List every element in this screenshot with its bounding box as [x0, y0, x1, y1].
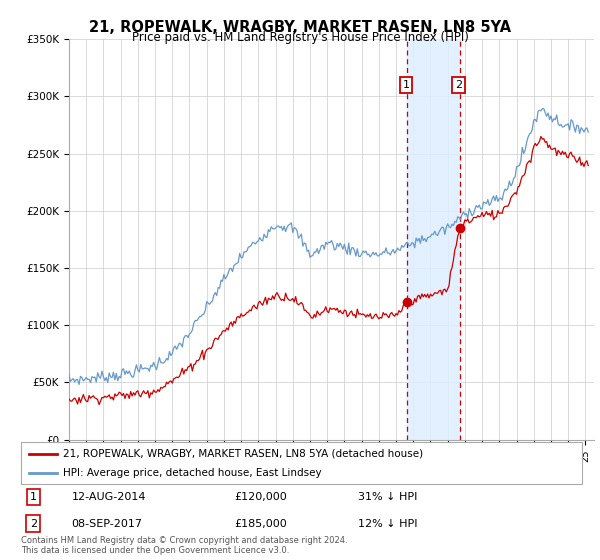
Text: £185,000: £185,000	[234, 519, 287, 529]
Text: Price paid vs. HM Land Registry's House Price Index (HPI): Price paid vs. HM Land Registry's House …	[131, 31, 469, 44]
Text: 31% ↓ HPI: 31% ↓ HPI	[358, 492, 417, 502]
Text: Contains HM Land Registry data © Crown copyright and database right 2024.: Contains HM Land Registry data © Crown c…	[21, 536, 347, 545]
Text: 08-SEP-2017: 08-SEP-2017	[71, 519, 142, 529]
Text: 2: 2	[455, 80, 462, 90]
Bar	[407, 39, 460, 440]
Text: HPI: Average price, detached house, East Lindsey: HPI: Average price, detached house, East…	[63, 468, 322, 478]
Text: 12-AUG-2014: 12-AUG-2014	[71, 492, 146, 502]
Text: 21, ROPEWALK, WRAGBY, MARKET RASEN, LN8 5YA (detached house): 21, ROPEWALK, WRAGBY, MARKET RASEN, LN8 …	[63, 449, 423, 459]
Text: £120,000: £120,000	[234, 492, 287, 502]
Text: 1: 1	[30, 492, 37, 502]
Text: 1: 1	[403, 80, 409, 90]
Text: This data is licensed under the Open Government Licence v3.0.: This data is licensed under the Open Gov…	[21, 547, 289, 556]
Text: 21, ROPEWALK, WRAGBY, MARKET RASEN, LN8 5YA: 21, ROPEWALK, WRAGBY, MARKET RASEN, LN8 …	[89, 20, 511, 35]
Text: 12% ↓ HPI: 12% ↓ HPI	[358, 519, 417, 529]
Text: 2: 2	[30, 519, 37, 529]
